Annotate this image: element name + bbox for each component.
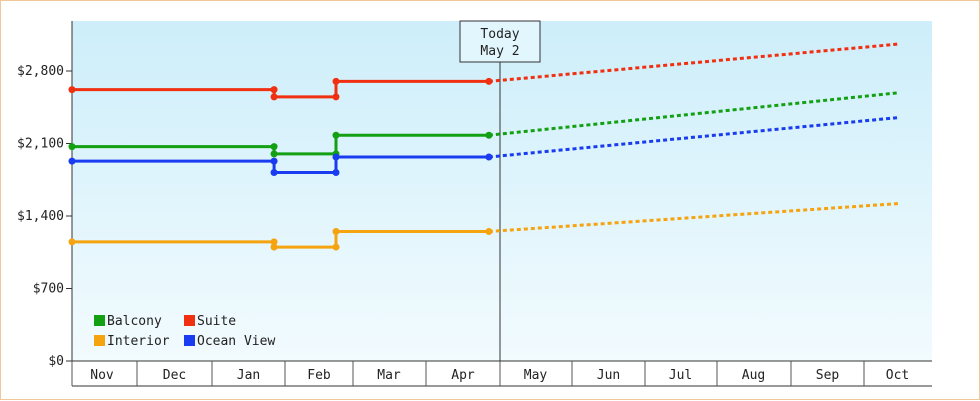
suite-point xyxy=(270,93,278,101)
x-tick-label: Jul xyxy=(669,368,692,383)
x-tick-label: Mar xyxy=(377,368,401,383)
interior-point xyxy=(485,228,493,236)
y-tick-label: $0 xyxy=(48,354,64,369)
balcony-point xyxy=(270,150,278,158)
ocean-view-history-line xyxy=(72,155,489,174)
ocean-view-point xyxy=(485,153,493,161)
interior-point xyxy=(270,238,278,246)
series-group xyxy=(68,42,899,251)
balcony-forecast-line xyxy=(488,91,899,137)
balcony-history-line xyxy=(72,133,489,156)
suite-point xyxy=(68,86,76,94)
today-marker: Today May 2 xyxy=(459,20,541,361)
interior-legend-label: Interior xyxy=(107,334,170,349)
balcony-legend-swatch xyxy=(94,315,105,326)
ocean-view-point xyxy=(270,157,278,165)
balcony-point xyxy=(270,143,278,151)
x-tick-label: Aug xyxy=(742,368,765,383)
y-axis: $0 $700 $1,400 $2,100 $2,800 xyxy=(17,21,73,369)
x-tick-label: Apr xyxy=(451,368,475,383)
ocean-view-legend-swatch xyxy=(184,335,195,346)
suite-point xyxy=(485,77,493,85)
interior-legend-swatch xyxy=(94,335,105,346)
y-tick-label: $700 xyxy=(33,282,64,297)
legend: Balcony Suite Interior Ocean View xyxy=(94,314,275,349)
today-date: May 2 xyxy=(480,44,519,59)
x-tick-label: Oct xyxy=(886,368,909,383)
x-tick-label: Jun xyxy=(597,368,620,383)
x-tick-label: Nov xyxy=(90,368,114,383)
ocean-view-forecast-line xyxy=(488,116,899,159)
suite-legend-label: Suite xyxy=(197,314,236,329)
suite-point xyxy=(332,93,340,101)
plot-background xyxy=(72,21,932,361)
x-tick-label: Jan xyxy=(237,368,260,383)
ocean-view-point xyxy=(270,169,278,176)
ocean-view-point xyxy=(332,169,340,176)
interior-point xyxy=(332,228,340,236)
interior-point xyxy=(68,238,76,246)
suite-legend-swatch xyxy=(184,315,195,326)
interior-point xyxy=(332,243,340,251)
x-tick-label: May xyxy=(524,368,548,383)
balcony-point xyxy=(332,131,340,139)
y-tick-label: $1,400 xyxy=(17,209,64,224)
suite-point xyxy=(332,77,340,85)
today-label: Today xyxy=(480,27,519,42)
y-tick-label: $2,800 xyxy=(17,64,64,79)
balcony-legend-label: Balcony xyxy=(107,314,162,329)
interior-history-line xyxy=(72,230,489,249)
balcony-point xyxy=(485,131,493,139)
balcony-point xyxy=(68,143,76,151)
y-tick-label: $2,100 xyxy=(17,137,64,152)
ocean-view-point xyxy=(68,157,76,165)
suite-forecast-line xyxy=(488,42,899,83)
x-tick-label: Sep xyxy=(816,368,840,383)
interior-point xyxy=(270,243,278,251)
ocean-view-point xyxy=(332,153,340,161)
today-box xyxy=(459,20,541,63)
ocean-view-legend-label: Ocean View xyxy=(197,334,275,349)
interior-forecast-line xyxy=(488,202,899,233)
x-axis: Nov Dec Jan Feb Mar Apr May Jun Jul Aug Sep Oct xyxy=(71,360,932,387)
x-tick-label: Dec xyxy=(163,368,186,383)
suite-point xyxy=(270,86,278,94)
suite-history-line xyxy=(72,79,489,99)
x-tick-label: Feb xyxy=(307,368,331,383)
